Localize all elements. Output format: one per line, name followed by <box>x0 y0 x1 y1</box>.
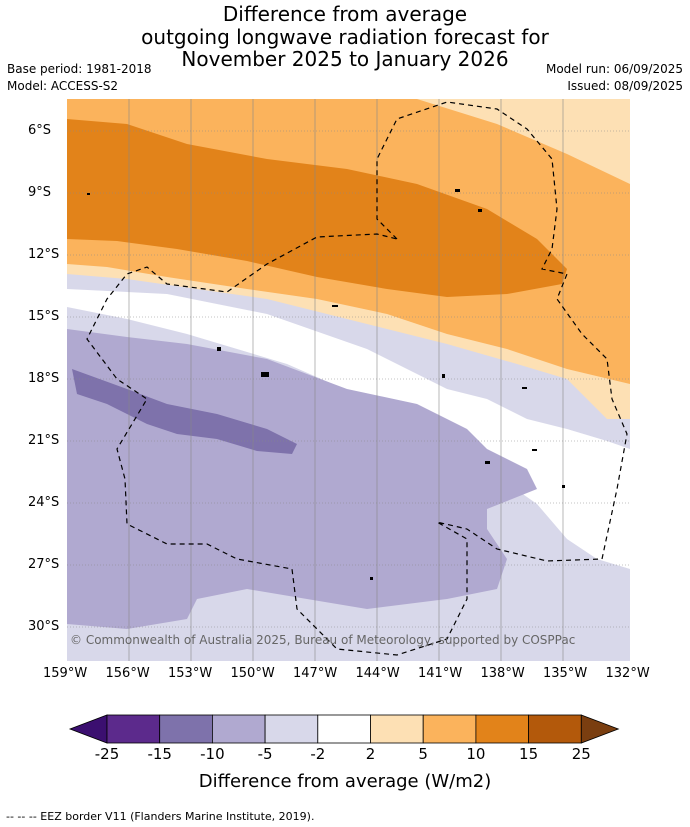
colorbar-tick-label: -5 <box>257 745 273 763</box>
grid-meridians <box>128 99 564 661</box>
map-svg <box>67 99 630 661</box>
lon-label: 150°W <box>230 666 275 681</box>
lat-label: 27°S <box>28 557 60 572</box>
lat-label: 24°S <box>28 495 60 510</box>
colorbar-cell <box>317 714 371 744</box>
lat-label: 18°S <box>28 371 60 386</box>
lon-label: 147°W <box>293 666 338 681</box>
base-period: Base period: 1981-2018 <box>7 62 152 76</box>
lat-label: 12°S <box>28 247 60 262</box>
colorbar-cell <box>264 714 319 744</box>
lat-label: 30°S <box>28 619 60 634</box>
olr-anomaly-map <box>67 99 630 661</box>
colorbar-tick-label: -25 <box>94 745 120 763</box>
lon-label: 159°W <box>43 666 88 681</box>
lon-label: 156°W <box>105 666 150 681</box>
lon-label: 135°W <box>543 666 588 681</box>
eez-legend: -- -- -- EEZ border V11 (Flanders Marine… <box>6 810 315 823</box>
grid-lines <box>67 130 630 628</box>
eez-border <box>86 101 628 656</box>
colorbar-cell <box>422 714 477 744</box>
title-line-2: outgoing longwave radiation forecast for <box>141 25 549 49</box>
colorbar-tick-label: 2 <box>365 745 376 763</box>
region-minus10-minus15 <box>72 369 297 454</box>
model-run: Model run: 06/09/2025 <box>545 62 683 76</box>
colorbar-tick-label: 5 <box>418 745 428 763</box>
colorbar-min-arrow <box>68 714 108 744</box>
lat-label: 6°S <box>28 123 52 138</box>
colorbar-cell <box>159 714 213 744</box>
colorbar-max-arrow <box>580 714 620 744</box>
colorbar-tick-label: 10 <box>466 745 486 763</box>
region-10-15 <box>67 119 567 297</box>
title-line-3: November 2025 to January 2026 <box>181 47 509 71</box>
colorbar-cell <box>211 714 266 744</box>
colorbar-tick-label: 15 <box>519 745 539 763</box>
lat-label: 15°S <box>28 309 60 324</box>
title-line-1: Difference from average <box>222 2 468 26</box>
colorbar-cell <box>528 714 582 744</box>
colorbar-cell <box>106 714 161 744</box>
colorbar-tick-label: 25 <box>571 745 591 763</box>
model-name: Model: ACCESS-S2 <box>7 79 119 93</box>
lat-label: 9°S <box>28 185 52 200</box>
colorbar-cell <box>370 714 424 744</box>
issued-date: Issued: 08/09/2025 <box>567 79 683 93</box>
lon-label: 144°W <box>355 666 400 681</box>
islands <box>87 189 565 580</box>
colorbar-cell <box>475 714 529 744</box>
lon-label: 138°W <box>480 666 525 681</box>
colorbar-cells <box>68 714 620 744</box>
region-neutral <box>67 289 630 569</box>
region-minus5-minus10 <box>67 329 537 629</box>
lat-label: 21°S <box>28 433 60 448</box>
colorbar-tick-label: -15 <box>147 745 172 763</box>
lon-label: 153°W <box>168 666 213 681</box>
copyright-notice: © Commonwealth of Australia 2025, Bureau… <box>70 633 576 647</box>
colorbar-tick-label: -2 <box>310 745 326 763</box>
colorbar-title: Difference from average (W/m2) <box>198 771 492 792</box>
colorbar-tick-label: -10 <box>200 745 225 763</box>
lon-label: 141°W <box>418 666 463 681</box>
lon-label: 132°W <box>605 666 650 681</box>
